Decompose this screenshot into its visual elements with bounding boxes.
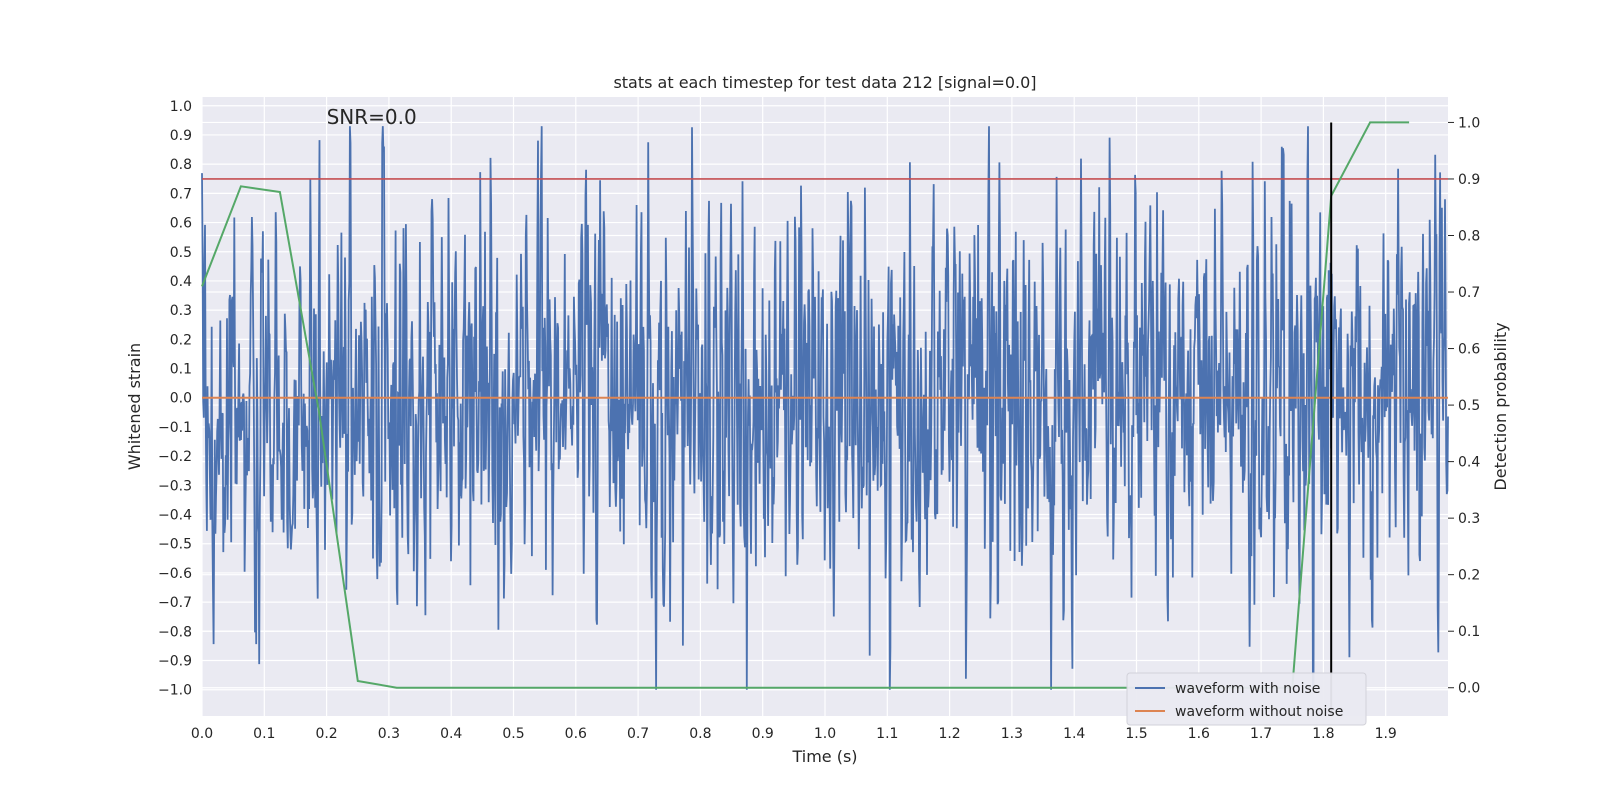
y2-axis-label: Detection probability: [1491, 322, 1510, 490]
y-tick-label: −0.1: [158, 420, 192, 436]
y-tick-label: −0.2: [158, 449, 192, 465]
x-tick-label: 1.8: [1312, 726, 1334, 742]
snr-annotation: SNR=0.0: [327, 105, 417, 129]
y-tick-label: −0.3: [158, 478, 192, 494]
x-tick-label: 0.8: [689, 726, 711, 742]
x-axis-label: Time (s): [791, 747, 857, 766]
x-tick-label: 1.1: [876, 726, 898, 742]
x-tick-label: 0.4: [440, 726, 462, 742]
y-axis-right: 1.0 0.9 0.8 0.7 0.6 0.5 0.4 0.3 0.2 0.1 0.0: [1448, 115, 1480, 697]
y2-tick-label: 0.7: [1458, 285, 1480, 301]
x-tick-label: 1.4: [1063, 726, 1085, 742]
y2-tick-label: 0.3: [1458, 511, 1480, 527]
y-tick-label: −0.8: [158, 624, 192, 640]
series-line-waveform-with-noise: [201, 126, 1449, 690]
x-tick-label: 0.9: [752, 726, 774, 742]
x-tick-label: 1.0: [814, 726, 836, 742]
y-tick-label: −1.0: [158, 683, 192, 699]
chart-title: stats at each timestep for test data 212…: [613, 73, 1036, 92]
legend-box: [1126, 672, 1367, 726]
y2-tick-label: 0.1: [1458, 624, 1480, 640]
legend-label: waveform with noise: [1175, 681, 1320, 697]
y-tick-label: −0.6: [158, 566, 192, 582]
y2-tick-label: 0.5: [1458, 398, 1480, 414]
y2-tick-label: 1.0: [1458, 115, 1480, 131]
y2-tick-label: 0.6: [1458, 342, 1480, 358]
y-tick-label: −0.9: [158, 654, 192, 670]
y-tick-label: 0.4: [170, 274, 192, 290]
x-tick-label: 0.7: [627, 726, 649, 742]
x-tick-label: 0.0: [191, 726, 213, 742]
y-tick-label: 0.8: [170, 157, 192, 173]
y-tick-label: 0.2: [170, 332, 192, 348]
y-tick-label: 0.9: [170, 128, 192, 144]
y2-tick-label: 0.8: [1458, 228, 1480, 244]
y-tick-label: −0.7: [158, 595, 192, 611]
legend: waveform with noise waveform without nois…: [1126, 672, 1367, 726]
y-tick-label: 1.0: [170, 99, 192, 115]
x-tick-label: 0.3: [378, 726, 400, 742]
x-tick-label: 1.5: [1125, 726, 1147, 742]
x-tick-label: 0.2: [315, 726, 337, 742]
x-tick-label: 1.7: [1250, 726, 1272, 742]
x-axis: 0.0 0.1 0.2 0.3 0.4 0.5 0.6 0.7 0.8 0.9 1.0 1.1 1.2 1…: [191, 726, 1397, 742]
y-axis-label: Whitened strain: [125, 343, 144, 470]
y2-tick-label: 0.9: [1458, 172, 1480, 188]
x-tick-label: 1.3: [1001, 726, 1023, 742]
x-tick-label: 0.6: [565, 726, 587, 742]
y2-tick-label: 0.2: [1458, 568, 1480, 584]
y-tick-label: 0.1: [170, 362, 192, 378]
y-tick-label: 0.5: [170, 245, 192, 261]
x-tick-label: 0.1: [253, 726, 275, 742]
x-tick-label: 1.6: [1188, 726, 1210, 742]
x-tick-label: 0.5: [502, 726, 524, 742]
legend-label: waveform without noise: [1175, 704, 1343, 720]
y-axis-left: 1.0 0.9 0.8 0.7 0.6 0.5 0.4 0.3 0.2 0.1 0.0 −0.1 −0.…: [158, 99, 192, 699]
y-tick-label: −0.5: [158, 537, 192, 553]
y-tick-label: 0.6: [170, 216, 192, 232]
y-tick-label: −0.4: [158, 508, 192, 524]
y2-tick-label: 0.4: [1458, 455, 1480, 471]
x-tick-label: 1.2: [938, 726, 960, 742]
y-tick-label: 0.3: [170, 303, 192, 319]
y-tick-label: 0.0: [170, 391, 192, 407]
y2-tick-label: 0.0: [1458, 681, 1480, 697]
x-tick-label: 1.9: [1375, 726, 1397, 742]
y-tick-label: 0.7: [170, 186, 192, 202]
